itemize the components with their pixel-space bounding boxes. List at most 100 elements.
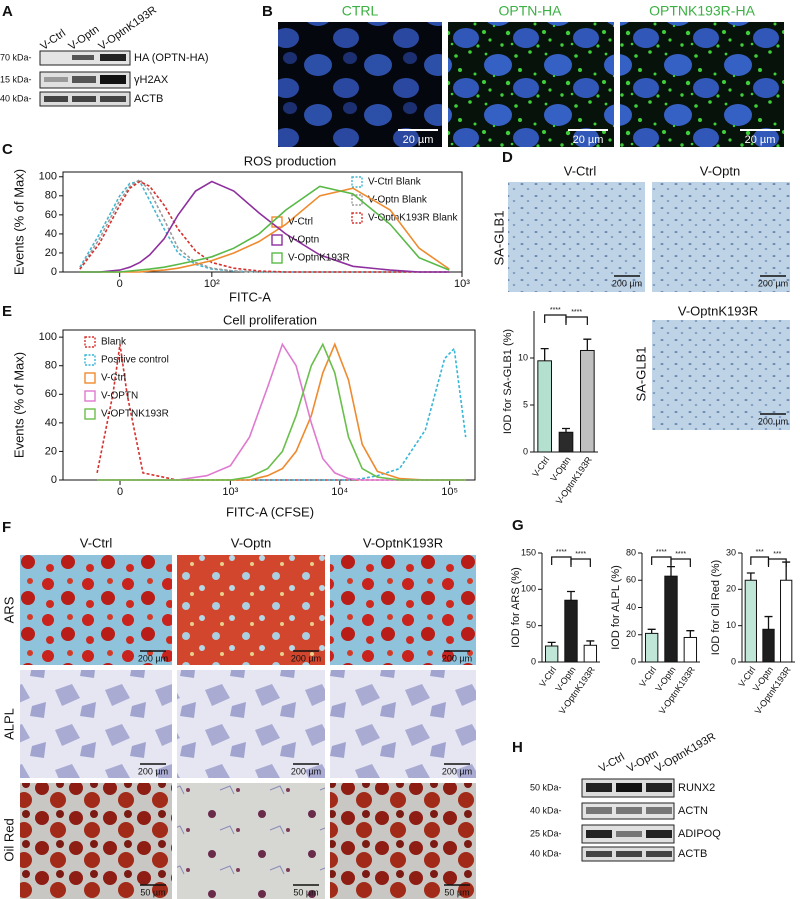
significance-label: **** [656,549,667,556]
scale-bar-label: 200 µm [291,653,321,663]
y-tick-label: 100 [39,331,57,343]
significance-label: *** [756,549,764,556]
legend-label: V-Ctrl Blank [368,177,422,188]
significance-label: *** [773,551,781,558]
marker: 25 kDa- [530,828,562,838]
bar [564,599,578,663]
y-tick-label: 20 [726,584,736,594]
column-title: V-Ctrl [80,535,113,550]
legend-swatch [351,194,363,206]
column-title: V-Optn [231,535,271,550]
x-axis-label: FITC-A (CFSE) [226,504,314,519]
images-f: V-Ctrl V-Optn V-OptnK193R ARS ALPL Oil R… [1,535,476,899]
scale-bar-label: 20 µm [573,134,604,146]
lane-label: V-Ctrl [39,27,68,53]
micrograph [330,670,476,778]
series-line [79,178,450,273]
bar [558,431,574,453]
significance-label: **** [675,551,686,558]
error-bar [547,641,556,647]
legend-label: V-OptnK193R Blank [368,213,458,224]
bar [744,579,757,663]
bar [762,628,775,663]
series-line [79,180,450,273]
row-label: ALPL [1,708,16,740]
x-tick-label: 10⁵ [441,486,458,498]
marker: 15 kDa- [0,74,32,84]
significance-bracket [767,558,787,567]
row-label: Oil Red [1,818,16,861]
scale-bar-label: 200 µm [291,766,321,776]
series-line [79,180,450,273]
significance-bracket [551,556,572,565]
significance-bracket [750,556,770,565]
blot-h: V-Ctrl V-Optn V-OptnK193R 50 kDa- 40 kDa… [530,731,721,862]
y-tick-label: 150 [521,547,536,557]
micrograph [177,783,325,899]
x-tick-label: V-Ctrl [530,455,551,479]
lane-label: V-OptnK193R [653,731,718,775]
lane-label: V-Ctrl [597,751,627,775]
chart-title: Cell proliferation [223,312,317,327]
y-tick-label: 5 [523,399,528,409]
panel-label: A [2,3,13,20]
panel-label: F [2,519,11,536]
significance-label: **** [575,551,586,558]
marker: 40 kDa- [530,805,562,815]
legend-label: V-Optn [288,235,319,246]
band-label: γH2AX [134,74,169,86]
legend-label: V-Ctrl [101,373,126,384]
micrograph [330,783,476,899]
band-label: ACTB [678,848,707,860]
y-tick-label: 60 [45,388,57,400]
bar [537,360,552,453]
legend-label: Positive control [101,355,169,366]
y-tick-label: 20 [626,629,636,639]
legend-label: V-OPTN [101,391,138,402]
y-tick-label: 0 [631,656,636,666]
marker: 50 kDa- [530,782,562,792]
series-line [79,180,450,273]
scale-bar-label: 200 µm [442,766,472,776]
micrograph [508,182,645,292]
scale-bar-label: 200 µm [138,766,168,776]
y-axis-label: Events (% of Max) [11,352,26,458]
micrograph [448,22,614,147]
image-title: CTRL [342,3,379,19]
marker: 70 kDa- [0,52,32,62]
panel-label: G [512,517,524,534]
y-tick-label: 0 [51,266,57,278]
bar [664,575,678,663]
panel-label: D [502,149,513,166]
panel-label: B [262,3,273,20]
y-tick-label: 30 [726,547,736,557]
scale-bar-label: 20 µm [403,134,434,146]
y-tick-label: 0 [523,446,528,456]
lane-label: V-Optn [67,23,102,52]
scale-bars: 200 µm 200 µm 200 µm 200 µm 200 µm 200 µm 50 µ… [138,650,472,897]
y-tick-label: 20 [45,445,57,457]
significance-bracket [565,316,588,325]
y-tick-label: 50 [526,620,536,630]
scale-bar-label: 200 µm [612,278,642,288]
series-line [79,187,450,273]
y-tick-label: 40 [45,228,57,240]
row-label: ARS [1,596,16,623]
error-bar [540,347,549,361]
images-b: CTRL OPTN-HA OPTNK193R-HA 20 µm 20 µm 20… [278,3,784,147]
scale-bar-label: 200 µm [758,278,788,288]
scale-bar-label: 20 µm [745,134,776,146]
y-tick-label: 10 [726,620,736,630]
y-tick-label: 60 [45,209,57,221]
images-d: V-Ctrl V-Optn V-OptnK193R SA-GLB1 SA-GLB… [491,163,790,430]
legend-label: Blank [101,337,127,348]
legend-swatch [84,390,96,402]
series-line [97,342,466,481]
panel-label: E [2,303,12,320]
y-tick-label: 0 [51,474,57,486]
legend-swatch [84,354,96,366]
image-title: OPTN-HA [499,3,563,19]
image-title: OPTNK193R-HA [649,3,755,19]
